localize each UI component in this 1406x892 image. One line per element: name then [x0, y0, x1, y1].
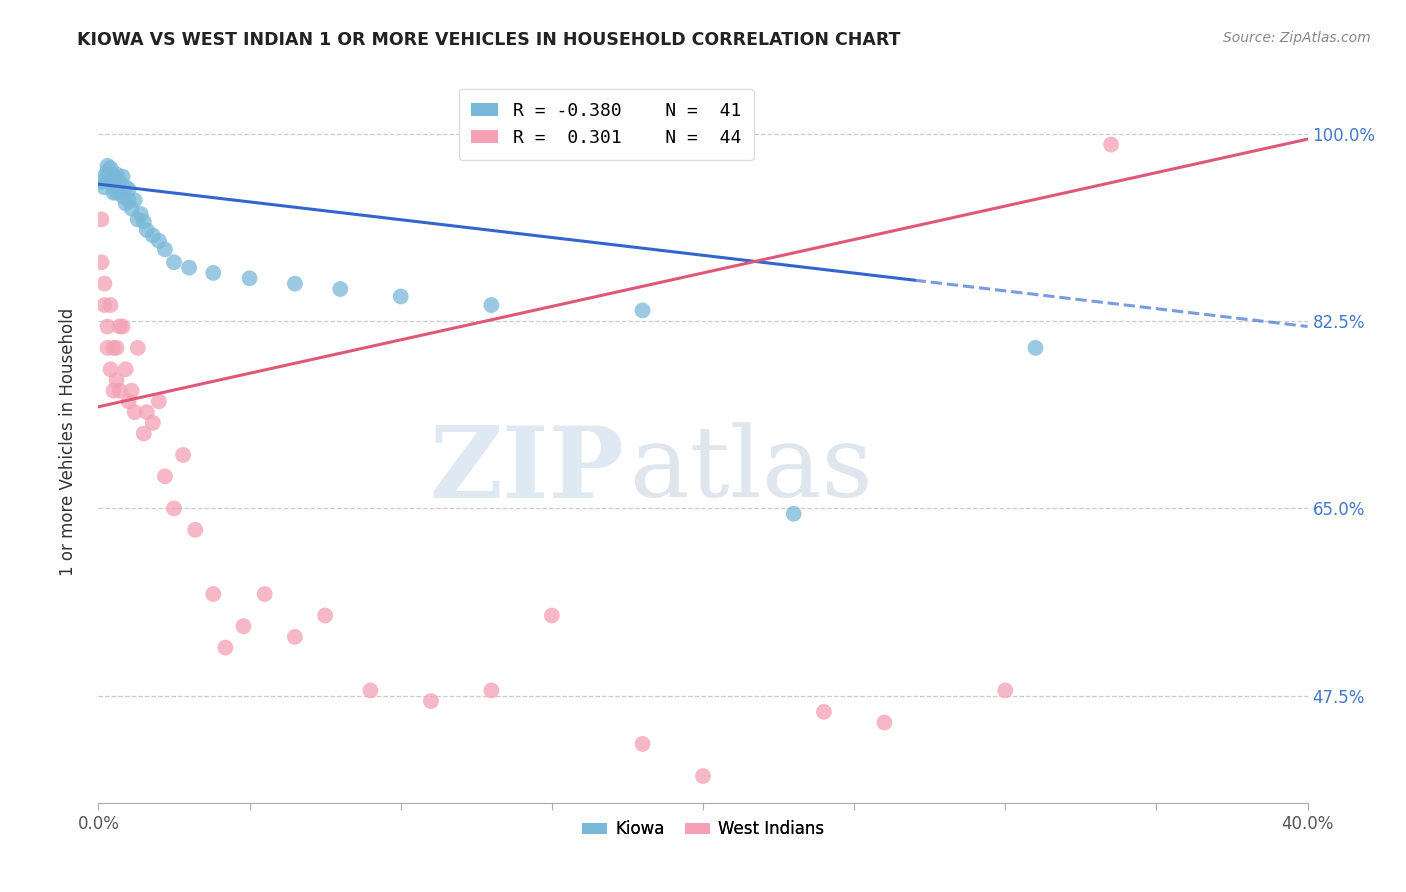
Point: [239, 271, 262, 285]
Point: [873, 715, 896, 730]
Point: [108, 182, 131, 196]
Point: [813, 705, 835, 719]
Point: [142, 228, 165, 243]
Point: [135, 405, 157, 419]
Point: [631, 737, 654, 751]
Point: [420, 694, 443, 708]
Point: [153, 469, 176, 483]
Point: [692, 769, 714, 783]
Text: ZIP: ZIP: [429, 422, 624, 519]
Point: [100, 362, 122, 376]
Point: [93, 277, 115, 291]
Point: [994, 683, 1017, 698]
Point: [284, 630, 307, 644]
Point: [114, 180, 136, 194]
Point: [108, 175, 131, 189]
Text: Source: ZipAtlas.com: Source: ZipAtlas.com: [1223, 31, 1371, 45]
Point: [103, 186, 125, 200]
Legend: Kiowa, West Indians: Kiowa, West Indians: [575, 814, 831, 845]
Point: [540, 608, 562, 623]
Point: [100, 161, 122, 175]
Point: [253, 587, 276, 601]
Point: [90, 175, 112, 189]
Point: [118, 182, 141, 196]
Point: [105, 341, 128, 355]
Point: [93, 298, 115, 312]
Point: [93, 169, 115, 184]
Point: [118, 193, 141, 207]
Point: [202, 587, 225, 601]
Point: [114, 196, 136, 211]
Point: [111, 169, 134, 184]
Point: [783, 507, 806, 521]
Point: [124, 405, 146, 419]
Point: [172, 448, 194, 462]
Point: [103, 169, 125, 184]
Point: [360, 683, 382, 698]
Point: [389, 289, 412, 303]
Point: [105, 373, 128, 387]
Y-axis label: 1 or more Vehicles in Household: 1 or more Vehicles in Household: [59, 308, 77, 575]
Point: [214, 640, 236, 655]
Point: [1024, 341, 1046, 355]
Point: [121, 202, 143, 216]
Point: [108, 384, 131, 398]
Point: [118, 394, 141, 409]
Point: [314, 608, 336, 623]
Point: [105, 168, 128, 182]
Point: [1099, 137, 1122, 152]
Point: [90, 212, 112, 227]
Point: [111, 319, 134, 334]
Text: atlas: atlas: [630, 423, 873, 518]
Point: [90, 255, 112, 269]
Text: KIOWA VS WEST INDIAN 1 OR MORE VEHICLES IN HOUSEHOLD CORRELATION CHART: KIOWA VS WEST INDIAN 1 OR MORE VEHICLES …: [77, 31, 901, 49]
Point: [132, 426, 155, 441]
Point: [93, 180, 115, 194]
Point: [184, 523, 207, 537]
Point: [96, 159, 118, 173]
Point: [129, 207, 152, 221]
Point: [96, 319, 118, 334]
Point: [329, 282, 352, 296]
Point: [148, 394, 170, 409]
Point: [103, 384, 125, 398]
Point: [105, 186, 128, 200]
Point: [100, 298, 122, 312]
Point: [127, 341, 149, 355]
Point: [132, 214, 155, 228]
Point: [284, 277, 307, 291]
Point: [103, 178, 125, 193]
Point: [148, 234, 170, 248]
Point: [96, 341, 118, 355]
Point: [121, 384, 143, 398]
Point: [103, 341, 125, 355]
Point: [108, 319, 131, 334]
Point: [481, 298, 503, 312]
Point: [481, 683, 503, 698]
Point: [114, 362, 136, 376]
Point: [202, 266, 225, 280]
Point: [100, 175, 122, 189]
Point: [631, 303, 654, 318]
Point: [163, 255, 186, 269]
Point: [135, 223, 157, 237]
Point: [111, 189, 134, 203]
Point: [232, 619, 254, 633]
Point: [127, 212, 149, 227]
Point: [124, 193, 146, 207]
Point: [96, 164, 118, 178]
Point: [105, 171, 128, 186]
Point: [163, 501, 186, 516]
Point: [153, 243, 176, 257]
Point: [142, 416, 165, 430]
Point: [179, 260, 201, 275]
